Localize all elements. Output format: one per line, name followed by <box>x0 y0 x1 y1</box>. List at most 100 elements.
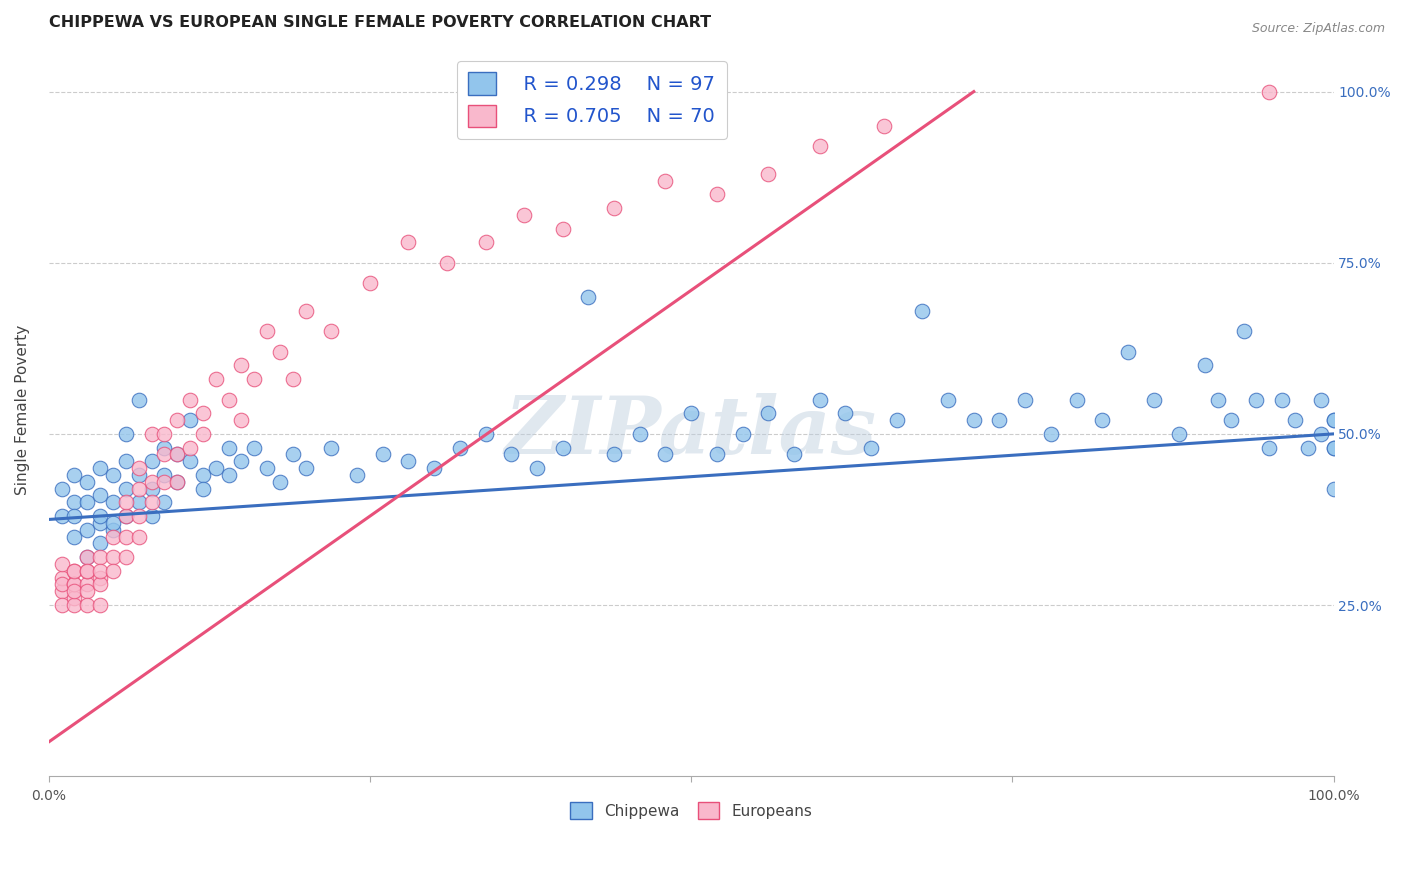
Point <box>321 324 343 338</box>
Point <box>756 406 779 420</box>
Point <box>63 591 86 606</box>
Point <box>1143 392 1166 407</box>
Point <box>281 447 304 461</box>
Point <box>63 598 86 612</box>
Point <box>859 441 882 455</box>
Point <box>101 530 124 544</box>
Point <box>398 235 420 250</box>
Point <box>76 564 98 578</box>
Point <box>191 482 214 496</box>
Point <box>294 303 316 318</box>
Point <box>76 584 98 599</box>
Point <box>76 564 98 578</box>
Point <box>1232 324 1254 338</box>
Point <box>1322 482 1344 496</box>
Point <box>346 467 368 482</box>
Point <box>128 482 150 496</box>
Point <box>191 467 214 482</box>
Point <box>449 441 471 455</box>
Point <box>89 509 111 524</box>
Point <box>63 564 86 578</box>
Point <box>204 461 226 475</box>
Point <box>128 392 150 407</box>
Point <box>243 441 266 455</box>
Point <box>501 447 523 461</box>
Point <box>141 426 163 441</box>
Point <box>911 303 934 318</box>
Point <box>436 256 458 270</box>
Point <box>51 509 73 524</box>
Point <box>179 392 201 407</box>
Point <box>114 495 136 509</box>
Point <box>886 413 908 427</box>
Point <box>114 426 136 441</box>
Point <box>153 467 176 482</box>
Point <box>576 290 599 304</box>
Point <box>89 550 111 565</box>
Point <box>89 571 111 585</box>
Point <box>141 454 163 468</box>
Point <box>76 550 98 565</box>
Point <box>269 475 291 489</box>
Point <box>141 475 163 489</box>
Point <box>63 577 86 591</box>
Point <box>101 523 124 537</box>
Point <box>731 426 754 441</box>
Point <box>231 359 253 373</box>
Text: Source: ZipAtlas.com: Source: ZipAtlas.com <box>1251 22 1385 36</box>
Point <box>256 461 278 475</box>
Y-axis label: Single Female Poverty: Single Female Poverty <box>15 325 30 495</box>
Point <box>1066 392 1088 407</box>
Point <box>231 413 253 427</box>
Point <box>179 441 201 455</box>
Point <box>1309 426 1331 441</box>
Point <box>51 598 73 612</box>
Point <box>963 413 986 427</box>
Point <box>76 495 98 509</box>
Point <box>179 413 201 427</box>
Point <box>141 509 163 524</box>
Point <box>76 598 98 612</box>
Point <box>936 392 959 407</box>
Point <box>873 119 896 133</box>
Point <box>783 447 806 461</box>
Point <box>551 221 574 235</box>
Point <box>153 495 176 509</box>
Point <box>371 447 394 461</box>
Point <box>1322 441 1344 455</box>
Point <box>76 577 98 591</box>
Point <box>166 413 188 427</box>
Point <box>153 441 176 455</box>
Point <box>1194 359 1216 373</box>
Point <box>603 447 626 461</box>
Point <box>231 454 253 468</box>
Point <box>166 447 188 461</box>
Point <box>128 461 150 475</box>
Point <box>1246 392 1268 407</box>
Point <box>114 482 136 496</box>
Point <box>76 475 98 489</box>
Point <box>1206 392 1229 407</box>
Point <box>114 509 136 524</box>
Point <box>808 139 831 153</box>
Point <box>706 187 728 202</box>
Point <box>1271 392 1294 407</box>
Point <box>128 530 150 544</box>
Point <box>63 509 86 524</box>
Point <box>256 324 278 338</box>
Point <box>63 530 86 544</box>
Point <box>63 584 86 599</box>
Point <box>1091 413 1114 427</box>
Point <box>834 406 856 420</box>
Point <box>153 426 176 441</box>
Point <box>1322 413 1344 427</box>
Point <box>1258 441 1281 455</box>
Point <box>269 344 291 359</box>
Point <box>128 467 150 482</box>
Point <box>179 454 201 468</box>
Point <box>243 372 266 386</box>
Point <box>89 577 111 591</box>
Point <box>628 426 651 441</box>
Point <box>89 516 111 530</box>
Point <box>114 509 136 524</box>
